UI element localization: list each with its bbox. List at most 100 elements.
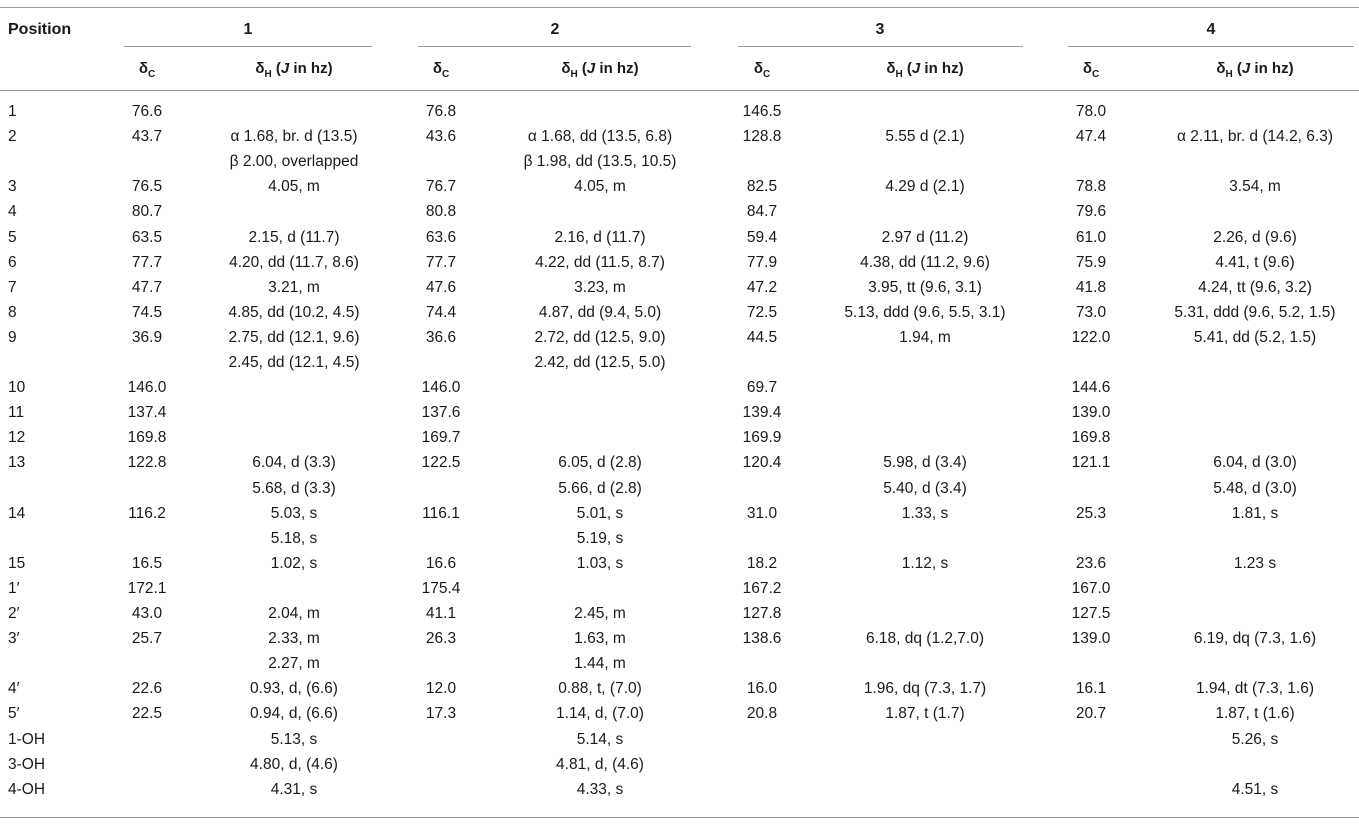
position-cell: 5′ xyxy=(8,705,20,723)
delta-c-cell: 16.1 xyxy=(1075,680,1107,698)
delta-h-cell: 4.33, s xyxy=(576,780,624,798)
delta-h-cell: 1.03, s xyxy=(576,554,624,572)
delta-c-cell: 63.6 xyxy=(425,228,457,246)
delta-h-cell: 4.81, d, (4.6) xyxy=(556,755,644,773)
delta-h-cell: 1.94, dt (7.3, 1.6) xyxy=(1195,680,1315,698)
delta-h-cell: 5.31, ddd (9.6, 5.2, 1.5) xyxy=(1174,303,1336,321)
delta-c-cell: 80.8 xyxy=(425,203,457,221)
delta-h-cell: α 1.68, dd (13.5, 6.8) xyxy=(527,128,673,146)
delta-subscript: C xyxy=(441,69,450,80)
position-cell: 2′ xyxy=(8,605,20,622)
delta-c-cell: 43.0 xyxy=(131,605,163,622)
delta-h-cell: 5.26, s xyxy=(1231,730,1279,748)
delta-c-cell: 77.7 xyxy=(425,253,457,271)
delta-h-cell: 2.26, d (9.6) xyxy=(1213,228,1297,246)
delta-c-cell: 78.8 xyxy=(1075,178,1107,196)
delta-c-cell: 31.0 xyxy=(746,504,778,522)
position-cell: 12 xyxy=(8,429,26,447)
delta-h-header: δH (J in hz) xyxy=(886,60,963,80)
delta-c-cell: 139.0 xyxy=(1071,630,1111,648)
delta-h-cell: β 2.00, overlapped xyxy=(229,153,359,171)
delta-c-cell: 16.6 xyxy=(425,554,457,572)
delta-symbol: δ xyxy=(1216,60,1226,77)
position-cell: 1-OH xyxy=(8,730,46,748)
delta-c-cell: 127.5 xyxy=(1071,605,1111,622)
compound-4-header: 4 xyxy=(1206,21,1216,38)
delta-c-cell: 44.5 xyxy=(746,328,778,346)
delta-c-cell: 20.7 xyxy=(1075,705,1107,723)
group-2-rule xyxy=(418,46,691,47)
delta-c-cell: 146.0 xyxy=(421,379,461,397)
j-prefix: ( xyxy=(577,60,587,77)
delta-c-cell: 120.4 xyxy=(742,454,782,472)
position-cell: 2 xyxy=(8,128,17,146)
group-3-rule xyxy=(738,46,1023,47)
delta-c-cell: 76.5 xyxy=(131,178,163,196)
delta-c-cell: 77.7 xyxy=(131,253,163,271)
j-suffix: in hz) xyxy=(1250,60,1294,77)
delta-c-cell: 76.8 xyxy=(425,103,457,120)
position-header: Position xyxy=(8,21,72,38)
delta-c-cell: 116.1 xyxy=(422,504,460,522)
position-cell: 3-OH xyxy=(8,755,46,773)
delta-h-cell: 4.22, dd (11.5, 8.7) xyxy=(535,253,665,271)
delta-c-cell: 74.4 xyxy=(425,303,457,321)
delta-subscript: H xyxy=(895,69,903,80)
delta-h-cell: 5.48, d (3.0) xyxy=(1213,479,1297,497)
top-rule xyxy=(0,7,1359,8)
position-cell: 7 xyxy=(8,278,17,296)
delta-symbol: δ xyxy=(561,60,571,77)
delta-c-cell: 121.1 xyxy=(1071,454,1111,472)
delta-c-cell: 128.8 xyxy=(742,128,782,146)
delta-h-cell: 2.75, dd (12.1, 9.6) xyxy=(228,328,360,346)
delta-c-cell: 139.0 xyxy=(1071,404,1111,422)
delta-h-cell: 1.44, m xyxy=(574,655,626,673)
delta-h-cell: 2.33, m xyxy=(268,630,320,648)
position-cell: 11 xyxy=(8,404,25,422)
delta-c-cell: 41.8 xyxy=(1075,278,1107,296)
delta-c-cell: 79.6 xyxy=(1075,203,1107,221)
delta-c-cell: 78.0 xyxy=(1075,103,1107,120)
delta-c-cell: 43.7 xyxy=(131,128,163,146)
compound-1-header: 1 xyxy=(243,21,253,38)
delta-c-cell: 137.4 xyxy=(127,404,167,422)
delta-h-cell: 6.04, d (3.3) xyxy=(252,454,336,472)
j-prefix: ( xyxy=(1232,60,1242,77)
delta-c-cell: 22.5 xyxy=(131,705,163,723)
j-label: J xyxy=(586,60,596,77)
delta-h-cell: 5.03, s xyxy=(270,504,318,522)
delta-h-cell: 4.87, dd (9.4, 5.0) xyxy=(538,303,662,321)
delta-c-cell: 17.3 xyxy=(425,705,457,723)
delta-h-cell: 5.13, ddd (9.6, 5.5, 3.1) xyxy=(844,303,1006,321)
position-cell: 4′ xyxy=(8,680,20,698)
position-cell: 13 xyxy=(8,454,26,472)
delta-h-cell: 2.04, m xyxy=(268,605,320,622)
delta-h-cell: 2.45, dd (12.1, 4.5) xyxy=(228,354,360,371)
delta-c-cell: 63.5 xyxy=(131,228,163,246)
delta-h-cell: 4.80, d, (4.6) xyxy=(250,755,338,773)
delta-c-cell: 127.8 xyxy=(742,605,782,622)
delta-h-cell: 1.81, s xyxy=(1231,504,1279,522)
delta-c-cell: 12.0 xyxy=(425,680,457,698)
delta-c-cell: 59.4 xyxy=(746,228,778,246)
delta-h-cell: 4.05, m xyxy=(574,178,626,196)
delta-c-header: δC xyxy=(754,60,770,80)
delta-symbol: δ xyxy=(138,60,148,77)
delta-h-cell: 3.95, tt (9.6, 3.1) xyxy=(868,278,982,296)
delta-h-header: δH (J in hz) xyxy=(561,60,638,80)
delta-c-cell: 116.2 xyxy=(128,504,166,522)
delta-h-cell: 4.31, s xyxy=(270,780,318,798)
delta-c-cell: 167.2 xyxy=(742,579,782,597)
delta-h-cell: 5.55 d (2.1) xyxy=(885,128,965,146)
delta-h-cell: 5.66, d (2.8) xyxy=(558,479,642,497)
delta-h-cell: 4.41, t (9.6) xyxy=(1215,253,1295,271)
delta-c-cell: 122.0 xyxy=(1071,328,1111,346)
j-suffix: in hz) xyxy=(289,60,333,77)
delta-h-cell: 5.98, d (3.4) xyxy=(883,454,967,472)
delta-h-cell: 5.68, d (3.3) xyxy=(252,479,336,497)
delta-h-cell: 0.93, d, (6.6) xyxy=(250,680,338,698)
delta-subscript: H xyxy=(264,69,272,80)
delta-h-cell: 5.13, s xyxy=(270,730,318,748)
delta-h-cell: α 2.11, br. d (14.2, 6.3) xyxy=(1176,128,1334,146)
position-cell: 6 xyxy=(8,253,17,271)
